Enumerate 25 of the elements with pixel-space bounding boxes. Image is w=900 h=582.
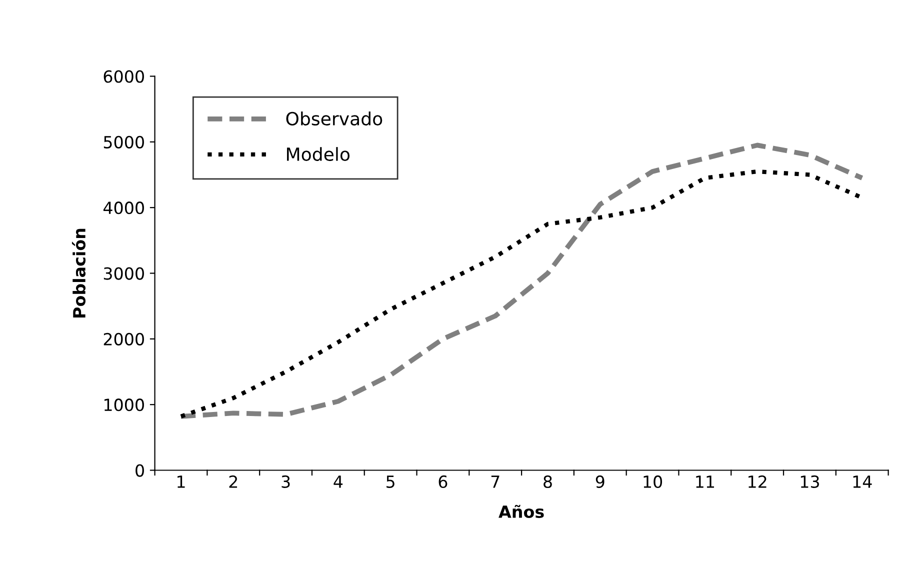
x-tick-label: 3 xyxy=(282,475,290,488)
y-tick-label: 5000 xyxy=(104,136,144,148)
y-axis-title: Población xyxy=(72,228,86,318)
legend-label: Observado xyxy=(286,112,382,126)
x-tick-label: 5 xyxy=(386,476,394,488)
x-tick-label: 12 xyxy=(748,475,766,488)
x-tick-label: 4 xyxy=(334,476,343,488)
y-tick-label: 4000 xyxy=(103,202,144,214)
x-tick-label: 14 xyxy=(853,476,872,488)
x-tick-label: 9 xyxy=(596,475,604,488)
y-tick-label: 1000 xyxy=(104,398,144,412)
y-tick-label: 6000 xyxy=(104,70,144,83)
x-tick-label: 10 xyxy=(644,475,662,488)
x-tick-label: 6 xyxy=(438,475,448,488)
x-tick-label: 7 xyxy=(491,476,500,488)
x-tick-label: 11 xyxy=(696,476,714,488)
x-tick-label: 8 xyxy=(544,475,552,488)
x-tick-label: 1 xyxy=(178,476,185,488)
legend-label: Modelo xyxy=(287,147,350,162)
x-axis-title: Años xyxy=(498,504,544,518)
x-tick-label: 13 xyxy=(800,475,819,488)
y-tick-label: 2000 xyxy=(104,332,144,346)
y-tick-label: 0 xyxy=(136,464,144,477)
y-tick-label: 3000 xyxy=(104,267,144,280)
x-tick-label: 2 xyxy=(229,475,238,488)
